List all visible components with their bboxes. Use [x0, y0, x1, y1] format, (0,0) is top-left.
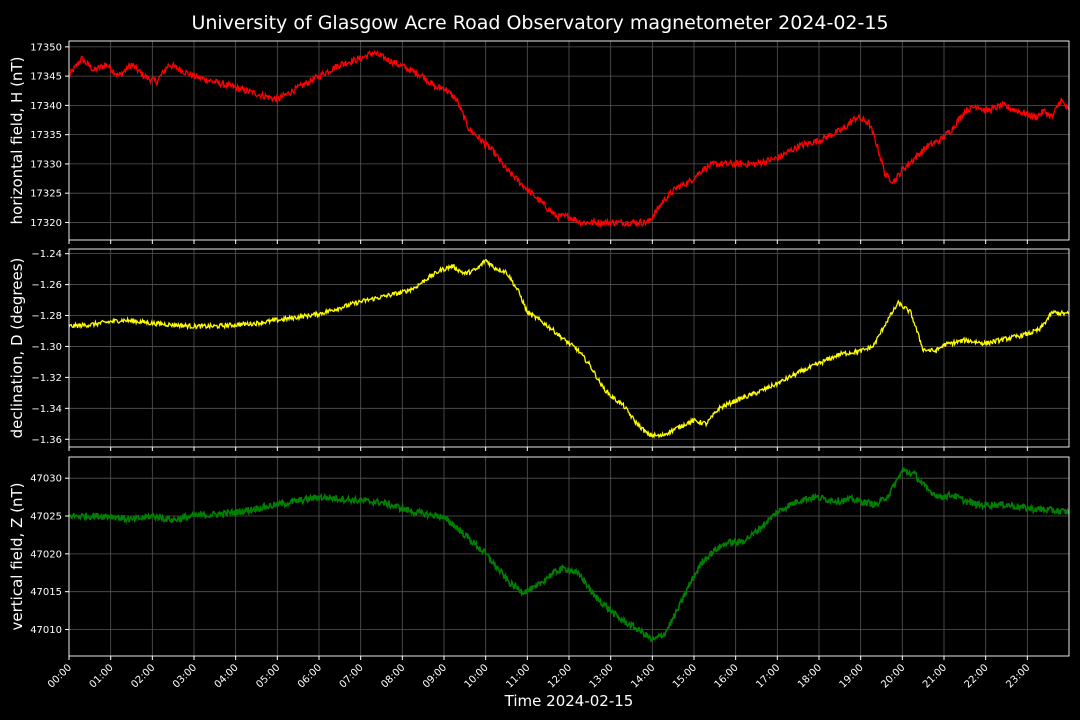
series-line	[69, 49, 1069, 228]
y-axis-label: vertical field, Z (nT)	[8, 482, 26, 630]
y-tick-label: −1.26	[31, 280, 62, 291]
y-tick-label: 47030	[30, 474, 62, 485]
x-axis: 00:00 01:00 02:00 03:00 04:00 05:00 06:00 07:00…	[46, 662, 1032, 690]
y-tick-label: −1.32	[31, 373, 62, 384]
x-tick-label: 17:00	[754, 662, 782, 690]
panel-frame	[68, 248, 1070, 448]
x-tick-label: 01:00	[88, 662, 116, 690]
x-tick-label: 10:00	[463, 662, 491, 690]
panels: 17320 17325 17330 17335 17340 17345 17350 horiz…	[8, 40, 1070, 660]
x-tick-label: 06:00	[296, 662, 324, 690]
y-tick-label: 17325	[30, 189, 62, 200]
y-tick-label: 17330	[30, 159, 62, 170]
y-tick-label: 47015	[30, 587, 62, 598]
chart-title: University of Glasgow Acre Road Observat…	[191, 12, 888, 34]
y-tick-label: 17340	[30, 101, 62, 112]
y-tick-label: −1.34	[31, 404, 62, 415]
panel-2: −1.36 −1.34 −1.32 −1.30 −1.28 −1.26 −1.24 decli…	[8, 248, 1070, 451]
panel-1: 17320 17325 17330 17335 17340 17345 17350 horiz…	[8, 40, 1070, 244]
x-axis-label: Time 2024-02-15	[504, 692, 634, 710]
panel-frame	[68, 456, 1070, 657]
x-tick-label: 16:00	[713, 662, 741, 690]
panel-frame	[68, 40, 1070, 241]
x-tick-label: 20:00	[879, 662, 907, 690]
y-tick-label: 17345	[30, 72, 62, 83]
series-line	[69, 258, 1069, 440]
panel-3: 47010 47015 47020 47025 47030 vertical field,…	[8, 456, 1070, 660]
x-tick-label: 23:00	[1004, 662, 1032, 690]
y-axis-label: horizontal field, H (nT)	[8, 57, 26, 225]
x-tick-label: 08:00	[379, 662, 407, 690]
x-tick-label: 12:00	[546, 662, 574, 690]
x-tick-label: 05:00	[254, 662, 282, 690]
x-tick-label: 02:00	[129, 662, 157, 690]
x-tick-label: 09:00	[421, 662, 449, 690]
x-tick-label: 14:00	[629, 662, 657, 690]
x-tick-label: 11:00	[504, 662, 532, 690]
x-tick-label: 13:00	[588, 662, 616, 690]
y-tick-label: 17335	[30, 130, 62, 141]
y-tick-label: 17320	[30, 218, 62, 229]
y-tick-label: −1.24	[31, 249, 62, 260]
y-tick-label: 47025	[30, 512, 62, 523]
x-tick-label: 15:00	[671, 662, 699, 690]
x-tick-label: 22:00	[963, 662, 991, 690]
y-tick-label: −1.28	[31, 311, 62, 322]
y-tick-label: 47020	[30, 549, 62, 560]
y-tick-label: −1.36	[31, 435, 62, 446]
y-tick-label: 17350	[30, 42, 62, 53]
x-tick-label: 21:00	[921, 662, 949, 690]
series-line	[69, 466, 1069, 643]
x-tick-label: 03:00	[171, 662, 199, 690]
x-tick-label: 18:00	[796, 662, 824, 690]
x-tick-label: 07:00	[338, 662, 366, 690]
x-tick-label: 19:00	[838, 662, 866, 690]
y-axis-label: declination, D (degrees)	[8, 258, 26, 439]
y-tick-label: 47010	[30, 625, 62, 636]
x-tick-label: 04:00	[213, 662, 241, 690]
y-tick-label: −1.30	[31, 342, 62, 353]
x-tick-label: 00:00	[46, 662, 74, 690]
